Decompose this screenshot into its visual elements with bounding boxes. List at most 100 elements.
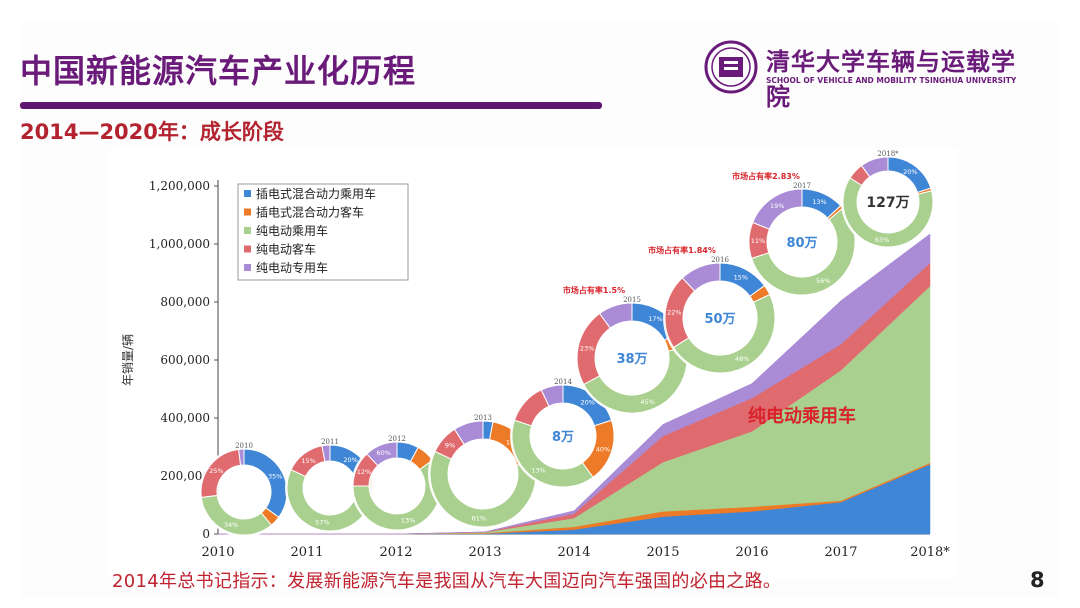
title-underline xyxy=(20,102,602,109)
y-tick-label: 200,000 xyxy=(160,469,210,483)
donut-2012: 13% 12% 60% 2012 xyxy=(351,435,443,532)
university-seal-icon xyxy=(704,40,758,94)
donut-percent-label: 12% xyxy=(357,468,371,476)
donut-slice xyxy=(352,459,442,531)
donut-percent-label: 61% xyxy=(472,514,486,522)
slide: 中国新能源汽车产业化历程 2014—2020年：成长阶段 清华大学车辆与运载学院… xyxy=(20,20,1060,598)
donut-year-label: 2017 xyxy=(793,182,811,190)
donut-2018*: 20% 63% 2018* 127万 xyxy=(841,150,935,249)
donut-year-label: 2014 xyxy=(554,378,572,386)
sales-chart: 0 200,000 400,000 600,000 800,000 1,000,000 1,… xyxy=(108,148,958,578)
donut-slice xyxy=(429,450,537,528)
donut-slice xyxy=(860,156,889,178)
y-tick-label: 0 xyxy=(202,527,210,541)
donut-slice xyxy=(286,469,374,532)
market-share-label: 市场占有率2.83% xyxy=(732,171,800,181)
donut-percent-label: 48% xyxy=(735,355,749,363)
donut-percent-label: 35% xyxy=(268,473,282,481)
donut-slice xyxy=(752,188,803,230)
donut-percent-label: 40% xyxy=(596,445,610,453)
legend-label: 插电式混合动力客车 xyxy=(256,205,364,220)
legend-swatch xyxy=(244,245,251,253)
donut-percent-label: 25% xyxy=(209,467,223,475)
donut-slice xyxy=(238,448,245,466)
donut-center-label: 38万 xyxy=(616,352,647,367)
market-share-label: 市场占有率1.84% xyxy=(648,245,716,255)
y-tick-label: 1,000,000 xyxy=(149,237,210,251)
legend-swatch xyxy=(244,264,251,271)
university-logo: 清华大学车辆与运载学院 SCHOOL OF VEHICLE AND MOBILI… xyxy=(704,38,1034,111)
legend-label: 纯电动乘用车 xyxy=(256,223,328,238)
donut-2014: 20% 40% 13% 2014 8万 xyxy=(510,378,616,489)
donut-year-label: 2011 xyxy=(321,438,339,446)
donut-slice xyxy=(842,177,934,248)
legend-label: 插电式混合动力乘用车 xyxy=(256,186,376,201)
donut-percent-label: 13% xyxy=(531,466,545,474)
donut-percent-label: 9% xyxy=(445,441,455,449)
x-tick-label: 2014 xyxy=(557,545,590,560)
donut-percent-label: 45% xyxy=(640,398,654,406)
x-tick-label: 2010 xyxy=(201,545,234,560)
donut-percent-label: 13% xyxy=(401,517,415,525)
y-tick-label: 800,000 xyxy=(160,295,210,309)
donut-percent-label: 11% xyxy=(751,237,765,245)
legend-label: 纯电动专用车 xyxy=(256,260,328,275)
legend-swatch xyxy=(244,227,251,234)
x-tick-label: 2012 xyxy=(379,545,412,560)
x-tick-label: 2017 xyxy=(824,545,857,560)
donut-percent-label: 22% xyxy=(667,309,681,317)
donut-percent-label: 19% xyxy=(770,202,784,210)
donut-year-label: 2018* xyxy=(877,150,899,158)
donut-2016: 15% 48% 22% 2016 50万 市场占有率1.84% xyxy=(648,245,777,375)
donut-percent-label: 15% xyxy=(301,457,315,465)
donut-slice xyxy=(681,262,721,292)
donut-year-label: 2015 xyxy=(623,296,641,304)
donut-slice xyxy=(750,207,856,296)
donut-year-label: 2010 xyxy=(235,442,253,450)
y-tick-label: 600,000 xyxy=(160,353,210,367)
page-number: 8 xyxy=(1030,568,1045,592)
legend-label: 纯电动客车 xyxy=(256,242,316,257)
slide-title: 中国新能源汽车产业化历程 xyxy=(20,52,417,90)
donut-percent-label: 17% xyxy=(648,315,662,323)
donut-percent-label: 15% xyxy=(734,274,748,282)
y-tick-label: 400,000 xyxy=(160,411,210,425)
legend-box xyxy=(237,183,409,281)
logo-english-name: SCHOOL OF VEHICLE AND MOBILITY TSINGHUA … xyxy=(766,76,1017,85)
donut-2010: 35% 34% 25% 2010 xyxy=(199,442,289,537)
donut-percent-label: 20% xyxy=(580,399,594,407)
donut-center-label: 50万 xyxy=(704,312,735,327)
donut-slice xyxy=(540,384,564,407)
donut-year-label: 2012 xyxy=(388,435,406,443)
donut-year-label: 2016 xyxy=(711,256,729,264)
legend-swatch xyxy=(244,208,251,216)
legend-swatch xyxy=(244,190,251,197)
donut-percent-label: 63% xyxy=(875,236,889,244)
donut-center-label: 127万 xyxy=(866,195,909,211)
slide-subtitle: 2014—2020年：成长阶段 xyxy=(20,120,284,144)
donut-center-label: 80万 xyxy=(786,236,817,251)
donut-percent-label: 56% xyxy=(816,277,830,285)
market-share-label: 市场占有率1.5% xyxy=(563,285,625,295)
area-label: 纯电动乘用车 xyxy=(748,405,856,427)
donut-slice xyxy=(453,420,484,446)
y-tick-label: 1,200,000 xyxy=(149,179,210,193)
area-series xyxy=(218,233,931,535)
x-tick-label: 2011 xyxy=(290,545,323,560)
donut-slice xyxy=(598,302,633,329)
x-tick-label: 2016 xyxy=(735,545,768,560)
donut-year-label: 2013 xyxy=(474,414,492,422)
donut-percent-label: 13% xyxy=(812,198,826,206)
y-axis-label: 年销量/辆 xyxy=(121,334,135,386)
donut-slice xyxy=(583,347,688,414)
logo-chinese-name: 清华大学车辆与运载学院 xyxy=(766,48,1016,111)
footnote: 2014年总书记指示：发展新能源汽车是我国从汽车大国迈向汽车强国的必由之路。 xyxy=(112,571,782,592)
donut-center-label: 8万 xyxy=(552,430,574,445)
x-tick-label: 2015 xyxy=(646,545,679,560)
donut-slice xyxy=(321,444,331,463)
donut-percent-label: 20% xyxy=(903,168,917,176)
donut-percent-label: 34% xyxy=(224,521,238,529)
chart-canvas: 0 200,000 400,000 600,000 800,000 1,000,000 1,… xyxy=(108,148,958,578)
donut-percent-label: 23% xyxy=(580,344,594,352)
x-tick-label: 2013 xyxy=(468,545,501,560)
